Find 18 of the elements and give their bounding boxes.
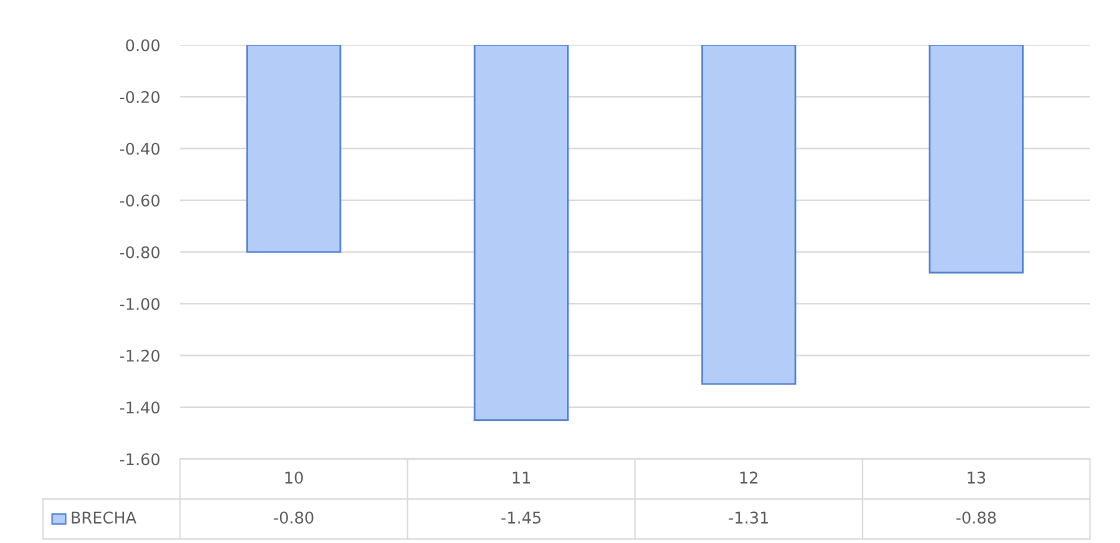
y-tick-label: -0.40 xyxy=(120,142,160,155)
x-tick-label: 11 xyxy=(512,471,530,484)
data-label: -0.80 xyxy=(273,511,314,524)
data-label: -1.45 xyxy=(501,511,541,524)
data-label: -0.88 xyxy=(956,511,996,524)
legend-label: BRECHA xyxy=(71,511,137,524)
x-tick-label: 12 xyxy=(740,471,758,484)
y-tick-label: -1.20 xyxy=(120,349,160,362)
x-tick-label: 13 xyxy=(967,471,986,484)
y-tick-label: -1.40 xyxy=(120,401,160,414)
x-tick-label: 10 xyxy=(285,471,303,484)
data-label: -1.31 xyxy=(728,511,768,524)
y-tick-label: -0.60 xyxy=(120,194,160,207)
y-tick-label: 0.00 xyxy=(126,39,160,52)
y-tick-label: -1.60 xyxy=(120,453,160,466)
y-tick-label: -0.80 xyxy=(120,246,160,259)
y-tick-label: -1.00 xyxy=(120,297,160,311)
y-tick-label: -0.20 xyxy=(120,90,160,104)
